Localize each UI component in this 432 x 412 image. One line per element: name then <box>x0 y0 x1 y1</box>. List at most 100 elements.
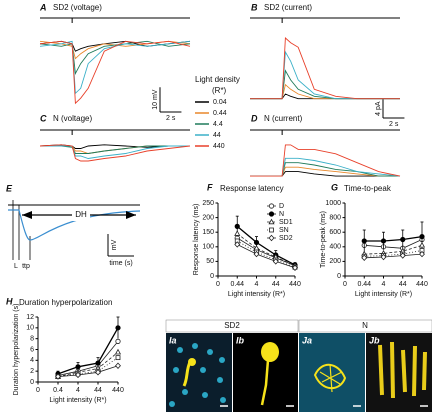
y-tick-label: 100 <box>202 244 214 251</box>
image-header: SD2 <box>224 321 240 330</box>
legend-marker <box>268 234 275 242</box>
x-axis-label: Light intensity (R*) <box>228 291 285 298</box>
y-tick-label: 400 <box>329 244 341 251</box>
y-tick-label: 12 <box>26 314 34 321</box>
y-tick-label: 8 <box>30 336 34 343</box>
chart-title: Response latency <box>220 184 284 193</box>
legend-label: SN <box>279 227 289 234</box>
series-line <box>57 327 119 375</box>
legend-marker <box>268 211 275 217</box>
trace <box>250 144 401 177</box>
legend-title: Light density <box>195 75 240 84</box>
y-tick-label: 800 <box>329 214 341 221</box>
y-tick-label: 2 <box>30 368 34 375</box>
legend-marker <box>268 203 275 209</box>
point <box>95 369 101 376</box>
cells <box>378 341 427 399</box>
y-axis-label: Response latency (ms) <box>193 204 200 276</box>
series-line <box>57 365 119 377</box>
series-line <box>364 239 423 249</box>
point <box>75 371 81 379</box>
y-tick-label: 0 <box>210 273 214 280</box>
x-tick-label: 44 <box>272 281 280 288</box>
x-tick-label: 0 <box>343 281 347 288</box>
schematic-ylabel: mV <box>111 239 118 250</box>
x-tick-label: 440 <box>416 281 428 288</box>
y-tick-label: 600 <box>329 229 341 236</box>
x-tick-label: 4 <box>76 387 80 394</box>
panel-title: SD2 (voltage) <box>53 3 102 12</box>
image-panels: SD2 N Ia Ib Ja Jb <box>165 319 432 412</box>
cell <box>188 358 196 366</box>
point <box>361 238 367 244</box>
series-line <box>237 244 296 269</box>
point <box>75 364 81 370</box>
panel-title: SD2 (current) <box>264 3 312 12</box>
trace <box>39 144 191 162</box>
point <box>115 325 121 331</box>
x-tick-label: 4 <box>382 281 386 288</box>
point <box>115 338 121 344</box>
image-label: Ib <box>236 335 245 345</box>
trace <box>39 40 191 105</box>
micrograph <box>366 333 432 412</box>
legend-marker <box>268 218 275 225</box>
series-line <box>57 351 119 377</box>
series-line <box>364 244 423 255</box>
image-label: Jb <box>369 335 380 345</box>
panel-label: H <box>6 296 13 306</box>
y-tick-label: 50 <box>206 258 214 265</box>
trace <box>40 145 190 159</box>
x-tick-label: 0.4 <box>53 387 63 394</box>
series-line <box>237 233 296 267</box>
point <box>55 373 61 380</box>
legend-marker <box>269 227 274 233</box>
legend-label: 4.4 <box>213 121 223 128</box>
panel-title: N (voltage) <box>53 114 92 123</box>
point <box>114 348 122 355</box>
y-tick-label: 10 <box>26 325 34 332</box>
legend-label: SD2 <box>279 235 293 242</box>
point <box>272 258 279 265</box>
cell <box>261 342 279 362</box>
x-tick-label: 440 <box>289 281 301 288</box>
series-line <box>364 235 423 242</box>
arrow-head <box>22 211 32 219</box>
schematic-xlabel: time (s) <box>109 260 132 267</box>
legend-label: D <box>279 203 284 210</box>
series-line <box>236 225 296 266</box>
legend-label: 44 <box>213 132 221 139</box>
legend-label: SD1 <box>279 219 293 226</box>
x-tick-label: 44 <box>399 281 407 288</box>
series-line <box>57 341 119 376</box>
y-tick-label: 4 <box>30 357 34 364</box>
point <box>253 239 260 246</box>
trace <box>250 37 400 100</box>
y-axis-label: Time-to-peak (ms) <box>320 211 327 268</box>
image-header: N <box>362 321 368 330</box>
dh-label: DH <box>75 210 87 219</box>
cell <box>313 363 347 390</box>
point <box>419 233 425 240</box>
panel-label: D <box>251 113 258 123</box>
y-tick-label: 150 <box>202 229 214 236</box>
point <box>399 252 406 259</box>
legend-label: N <box>279 211 284 218</box>
nuclei <box>169 343 226 407</box>
header-box <box>298 319 432 333</box>
point <box>292 264 298 272</box>
scale-label-x: 2 s <box>166 115 176 122</box>
chart-title: Time-to-peak <box>344 184 392 193</box>
x-tick-label: 0 <box>216 281 220 288</box>
panel-title: N (current) <box>264 114 303 123</box>
x-tick-label: 0 <box>36 387 40 394</box>
y-axis-label: Duration hyperpolarization (s) <box>13 304 20 396</box>
panel-label: B <box>251 2 258 12</box>
point <box>115 355 121 361</box>
micrograph <box>299 333 365 412</box>
ttp-label: ttp <box>22 263 30 270</box>
legend-label: 0.04 <box>213 99 227 106</box>
point <box>361 254 368 261</box>
series-line <box>57 357 119 377</box>
